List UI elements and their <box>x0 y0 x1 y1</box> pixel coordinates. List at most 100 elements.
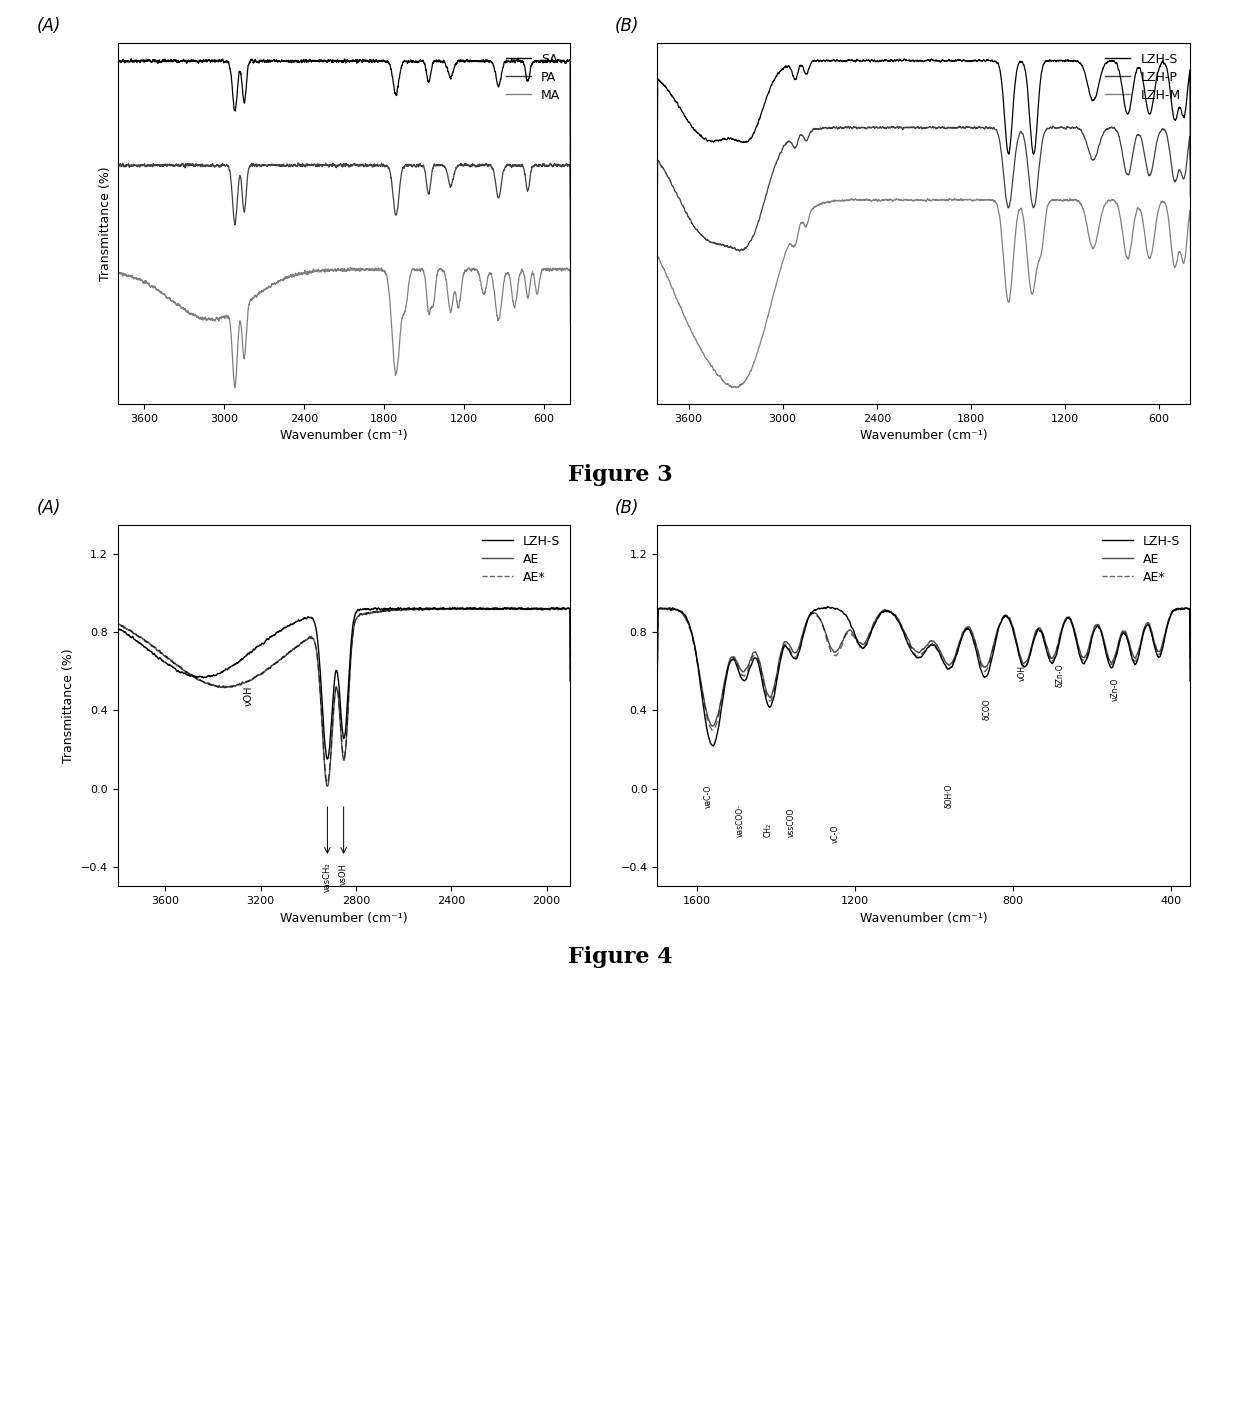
Text: νssCOO: νssCOO <box>787 808 796 838</box>
AE <box>998 607 1013 624</box>
LZH-S <box>461 600 476 617</box>
LZH-S <box>563 672 578 689</box>
Text: νZn-O: νZn-O <box>1111 678 1120 700</box>
LZH-S <box>498 600 513 617</box>
SA <box>110 190 125 207</box>
LZH-S <box>1169 600 1184 617</box>
Y-axis label: Transmittance (%): Transmittance (%) <box>99 166 113 281</box>
AE* <box>998 607 1013 624</box>
AE* <box>650 672 665 689</box>
LZH-P <box>708 234 723 251</box>
Legend: SA, PA, MA: SA, PA, MA <box>502 48 564 105</box>
AE <box>455 598 470 615</box>
Line: PA: PA <box>118 163 570 261</box>
PA <box>160 156 175 173</box>
LZH-S <box>867 52 882 69</box>
AE* <box>662 600 677 617</box>
Text: δOH·O: δOH·O <box>945 784 954 808</box>
Text: δCOO: δCOO <box>982 699 992 720</box>
LZH-P <box>818 119 833 136</box>
LZH-M <box>650 257 665 274</box>
Text: CH₂: CH₂ <box>764 824 773 838</box>
AE* <box>563 672 578 689</box>
PA <box>329 157 343 174</box>
Line: AE*: AE* <box>118 607 570 783</box>
LZH-S <box>998 608 1013 625</box>
AE <box>563 672 578 689</box>
Line: MA: MA <box>118 268 570 387</box>
MA <box>374 259 389 277</box>
LZH-S <box>1183 672 1198 689</box>
AE <box>1183 672 1198 689</box>
LZH-S <box>383 600 398 617</box>
AE* <box>706 722 720 739</box>
LZH-M <box>818 194 833 211</box>
Text: (A): (A) <box>36 499 61 518</box>
AE <box>498 600 513 617</box>
Text: δZn-O: δZn-O <box>1055 664 1065 686</box>
SA <box>253 52 268 69</box>
Text: Figure 3: Figure 3 <box>568 464 672 486</box>
LZH-S <box>759 692 774 709</box>
LZH-M <box>729 379 744 396</box>
Text: Figure 4: Figure 4 <box>568 946 672 968</box>
Text: (B): (B) <box>615 499 639 518</box>
LZH-S <box>1183 150 1198 167</box>
MA <box>294 265 309 282</box>
LZH-S <box>320 750 335 767</box>
PA <box>139 157 154 174</box>
MA <box>187 306 202 323</box>
MA <box>110 318 125 335</box>
Legend: LZH-S, AE, AE*: LZH-S, AE, AE* <box>479 530 564 587</box>
AE <box>110 681 125 698</box>
LZH-S <box>742 132 756 149</box>
AE <box>461 601 476 618</box>
Text: νasCOO⁻: νasCOO⁻ <box>735 803 745 838</box>
LZH-P <box>1045 118 1060 135</box>
LZH-M <box>941 190 956 207</box>
LZH-S <box>232 652 247 669</box>
MA <box>329 261 343 278</box>
LZH-S <box>542 600 557 617</box>
AE <box>542 601 557 618</box>
Text: νOH: νOH <box>1018 665 1027 681</box>
SA <box>563 190 578 207</box>
Text: νsOH: νsOH <box>339 862 348 885</box>
PA <box>188 157 203 174</box>
AE <box>653 600 668 617</box>
AE* <box>383 603 398 620</box>
MA <box>227 379 242 396</box>
AE <box>997 607 1012 624</box>
AE* <box>997 607 1012 624</box>
LZH-S <box>110 683 125 700</box>
AE* <box>458 600 472 617</box>
AE <box>458 600 472 617</box>
LZH-S <box>997 608 1012 625</box>
SA <box>294 52 309 69</box>
LZH-S <box>906 52 921 69</box>
AE <box>759 683 774 700</box>
Line: AE*: AE* <box>657 608 1190 730</box>
AE* <box>232 676 247 693</box>
LZH-M <box>1183 231 1198 248</box>
AE* <box>759 688 774 705</box>
AE* <box>1183 672 1198 689</box>
LZH-S <box>683 115 698 132</box>
LZH-S <box>463 598 477 615</box>
Line: SA: SA <box>118 60 570 199</box>
PA <box>563 251 578 268</box>
AE <box>232 675 247 692</box>
SA <box>337 51 352 68</box>
LZH-S <box>706 737 720 754</box>
LZH-P <box>683 211 698 228</box>
Line: AE: AE <box>657 608 1190 726</box>
LZH-P <box>1183 189 1198 206</box>
LZH-P <box>650 203 665 220</box>
Line: LZH-S: LZH-S <box>118 607 570 759</box>
AE <box>706 718 720 735</box>
LZH-M <box>708 363 723 380</box>
Text: νaC-O: νaC-O <box>704 784 713 808</box>
LZH-S <box>650 156 665 173</box>
Legend: LZH-S, LZH-P, LZH-M: LZH-S, LZH-P, LZH-M <box>1101 48 1184 105</box>
Line: LZH-S: LZH-S <box>657 607 1190 746</box>
